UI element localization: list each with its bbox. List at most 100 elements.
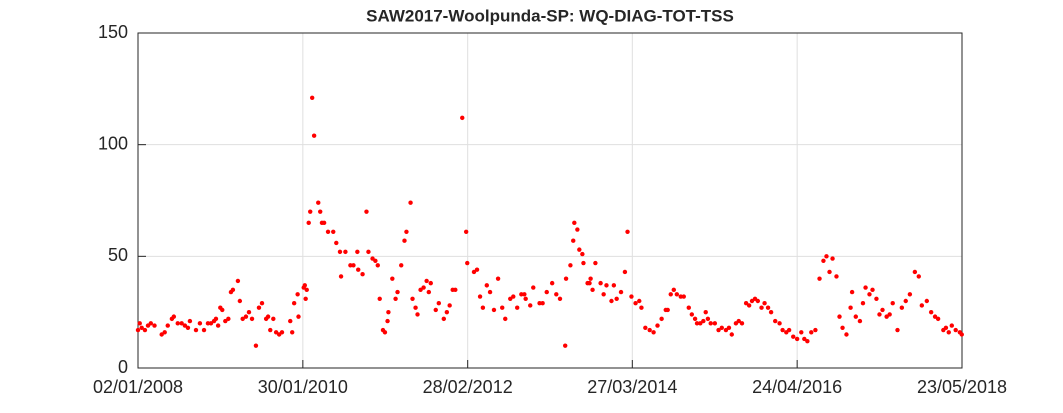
point bbox=[549, 280, 555, 286]
point bbox=[487, 289, 493, 295]
point bbox=[643, 325, 648, 330]
point bbox=[491, 307, 497, 313]
point bbox=[622, 269, 628, 275]
point bbox=[463, 229, 469, 234]
point bbox=[253, 343, 259, 348]
point bbox=[309, 95, 315, 100]
point bbox=[577, 247, 582, 252]
point bbox=[837, 314, 842, 319]
point bbox=[827, 269, 832, 275]
x-tick-label: 24/04/2016 bbox=[752, 377, 842, 397]
point bbox=[655, 323, 660, 328]
point bbox=[373, 258, 378, 263]
point bbox=[351, 263, 356, 268]
point bbox=[343, 249, 348, 255]
point bbox=[588, 276, 593, 281]
point bbox=[887, 312, 892, 317]
point bbox=[587, 280, 592, 286]
point bbox=[665, 307, 670, 313]
point bbox=[540, 301, 545, 306]
point bbox=[152, 323, 157, 328]
point bbox=[259, 301, 265, 306]
point bbox=[515, 305, 520, 310]
point bbox=[678, 294, 683, 299]
point bbox=[716, 327, 721, 333]
point bbox=[575, 227, 580, 232]
point bbox=[500, 305, 505, 310]
point bbox=[162, 330, 167, 335]
point bbox=[928, 309, 934, 315]
point bbox=[919, 303, 925, 308]
point bbox=[302, 283, 307, 288]
point bbox=[953, 327, 958, 333]
point bbox=[848, 305, 853, 310]
point bbox=[377, 296, 382, 301]
point bbox=[268, 327, 273, 333]
point bbox=[805, 339, 810, 344]
y-tick-label: 0 bbox=[118, 357, 128, 377]
point bbox=[593, 260, 598, 266]
x-tick-label: 28/02/2012 bbox=[423, 377, 513, 397]
point bbox=[768, 309, 774, 315]
point bbox=[311, 133, 317, 138]
point bbox=[474, 267, 480, 272]
point bbox=[193, 327, 199, 333]
point bbox=[895, 327, 900, 333]
point bbox=[629, 294, 634, 299]
point bbox=[355, 249, 360, 255]
point bbox=[460, 115, 465, 121]
point bbox=[208, 321, 214, 326]
point bbox=[404, 229, 409, 234]
point bbox=[220, 307, 225, 313]
point bbox=[426, 289, 432, 295]
point bbox=[519, 292, 524, 297]
point bbox=[290, 330, 295, 335]
point bbox=[271, 316, 276, 322]
point bbox=[712, 321, 718, 326]
point bbox=[625, 229, 630, 234]
point bbox=[802, 336, 807, 342]
point bbox=[834, 274, 839, 279]
point bbox=[187, 318, 193, 324]
point bbox=[903, 298, 908, 304]
point bbox=[399, 263, 404, 268]
point bbox=[246, 309, 252, 315]
point bbox=[421, 285, 426, 290]
point bbox=[601, 292, 606, 297]
point bbox=[243, 314, 249, 319]
point bbox=[531, 285, 536, 290]
point bbox=[694, 321, 700, 326]
y-tick-label: 150 bbox=[98, 22, 128, 42]
point bbox=[291, 301, 297, 306]
point bbox=[949, 323, 954, 328]
point bbox=[890, 301, 895, 306]
point bbox=[288, 318, 293, 324]
point bbox=[946, 330, 951, 335]
point bbox=[668, 292, 673, 297]
point bbox=[572, 220, 577, 226]
point bbox=[179, 321, 184, 326]
chart-title: SAW2017-Woolpunda-SP: WQ-DIAG-TOT-TSS bbox=[366, 6, 734, 25]
y-tick-label: 50 bbox=[108, 245, 128, 265]
point bbox=[318, 209, 323, 214]
point bbox=[863, 285, 868, 290]
point bbox=[139, 325, 144, 330]
point bbox=[159, 332, 164, 337]
point bbox=[554, 292, 559, 297]
point bbox=[471, 269, 477, 275]
point bbox=[671, 287, 676, 293]
point bbox=[265, 314, 271, 319]
point bbox=[197, 321, 203, 326]
point bbox=[338, 274, 344, 279]
point bbox=[256, 305, 262, 310]
point bbox=[273, 330, 279, 335]
point bbox=[830, 256, 835, 261]
point bbox=[316, 200, 321, 205]
point bbox=[563, 276, 569, 281]
point bbox=[325, 229, 331, 234]
point bbox=[175, 321, 180, 326]
point bbox=[480, 305, 486, 310]
point bbox=[743, 301, 749, 306]
point bbox=[385, 318, 390, 324]
